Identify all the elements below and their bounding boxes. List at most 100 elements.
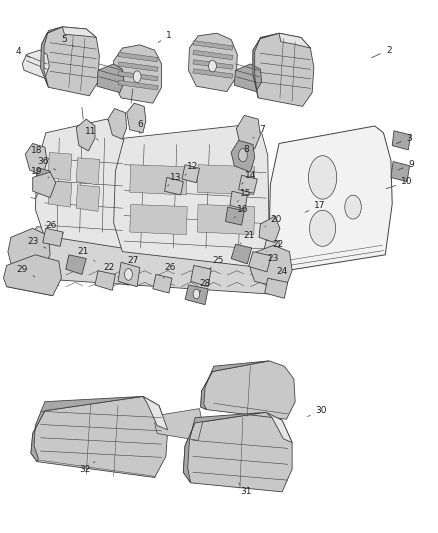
Polygon shape	[76, 119, 95, 151]
Polygon shape	[193, 60, 233, 69]
Polygon shape	[95, 271, 116, 290]
Polygon shape	[118, 80, 158, 90]
Polygon shape	[127, 103, 146, 133]
Polygon shape	[231, 140, 254, 172]
Text: 10: 10	[386, 177, 413, 189]
Polygon shape	[4, 255, 61, 296]
Polygon shape	[269, 126, 392, 273]
Polygon shape	[35, 119, 128, 248]
Ellipse shape	[124, 269, 132, 280]
Ellipse shape	[239, 149, 247, 162]
Polygon shape	[118, 262, 140, 287]
Text: 36: 36	[37, 157, 56, 170]
Text: 30: 30	[308, 406, 327, 416]
Text: 19: 19	[32, 166, 49, 177]
Polygon shape	[114, 124, 269, 268]
Polygon shape	[237, 115, 260, 149]
Ellipse shape	[310, 211, 336, 246]
Text: 21: 21	[78, 247, 95, 261]
Ellipse shape	[308, 156, 337, 199]
Text: 31: 31	[239, 483, 252, 496]
Polygon shape	[253, 33, 279, 98]
Polygon shape	[251, 245, 292, 289]
Text: 3: 3	[396, 134, 413, 143]
Polygon shape	[118, 62, 158, 71]
Polygon shape	[253, 33, 314, 107]
Text: 2: 2	[372, 46, 392, 58]
Text: 22: 22	[267, 240, 283, 252]
Polygon shape	[118, 71, 158, 81]
Polygon shape	[279, 33, 311, 48]
Polygon shape	[130, 165, 187, 195]
Text: 12: 12	[185, 163, 198, 175]
Text: 5: 5	[62, 35, 74, 46]
Polygon shape	[155, 409, 202, 440]
Text: 13: 13	[168, 173, 181, 186]
Polygon shape	[185, 285, 208, 305]
Polygon shape	[76, 158, 100, 185]
Text: 6: 6	[137, 120, 143, 134]
Text: 17: 17	[305, 201, 326, 212]
Polygon shape	[231, 244, 252, 264]
Polygon shape	[197, 205, 254, 235]
Text: 22: 22	[104, 263, 118, 277]
Text: 27: 27	[127, 256, 138, 271]
Polygon shape	[201, 361, 269, 410]
Polygon shape	[48, 181, 72, 207]
Polygon shape	[62, 27, 96, 37]
Polygon shape	[230, 191, 247, 209]
Polygon shape	[118, 52, 158, 62]
Polygon shape	[197, 165, 254, 195]
Polygon shape	[201, 361, 295, 419]
Polygon shape	[31, 397, 143, 462]
Polygon shape	[226, 207, 244, 225]
Polygon shape	[182, 165, 199, 183]
Text: 24: 24	[271, 268, 288, 280]
Polygon shape	[165, 177, 184, 195]
Polygon shape	[193, 41, 233, 50]
Text: 23: 23	[263, 254, 279, 266]
Polygon shape	[97, 64, 124, 93]
Polygon shape	[48, 152, 72, 181]
Text: 21: 21	[240, 231, 254, 244]
Text: 18: 18	[32, 147, 48, 159]
Text: 29: 29	[17, 265, 35, 277]
Polygon shape	[41, 27, 99, 96]
Polygon shape	[114, 45, 162, 103]
Polygon shape	[392, 131, 410, 150]
Polygon shape	[193, 50, 233, 60]
Polygon shape	[265, 278, 288, 298]
Text: 20: 20	[265, 215, 282, 227]
Polygon shape	[234, 64, 261, 92]
Polygon shape	[259, 216, 280, 243]
Polygon shape	[130, 205, 187, 235]
Ellipse shape	[345, 195, 361, 219]
Text: 1: 1	[158, 31, 172, 42]
Text: 28: 28	[199, 279, 211, 293]
Text: 16: 16	[234, 205, 249, 217]
Text: 4: 4	[15, 47, 30, 58]
Text: 26: 26	[46, 221, 63, 233]
Polygon shape	[36, 168, 50, 183]
Polygon shape	[24, 227, 280, 294]
Polygon shape	[8, 228, 50, 271]
Polygon shape	[188, 33, 237, 92]
Polygon shape	[193, 69, 233, 78]
Polygon shape	[266, 413, 292, 442]
Polygon shape	[33, 172, 56, 198]
Text: 15: 15	[237, 189, 252, 202]
Ellipse shape	[133, 71, 141, 83]
Polygon shape	[191, 265, 211, 287]
Polygon shape	[22, 50, 49, 78]
Text: 9: 9	[398, 160, 414, 170]
Text: 32: 32	[79, 462, 95, 473]
Polygon shape	[143, 397, 168, 430]
Polygon shape	[41, 27, 62, 87]
Text: 23: 23	[27, 237, 46, 248]
Text: 14: 14	[242, 171, 256, 184]
Polygon shape	[108, 109, 127, 139]
Polygon shape	[31, 397, 168, 478]
Text: 25: 25	[209, 256, 224, 269]
Polygon shape	[184, 413, 292, 492]
Polygon shape	[76, 185, 100, 212]
